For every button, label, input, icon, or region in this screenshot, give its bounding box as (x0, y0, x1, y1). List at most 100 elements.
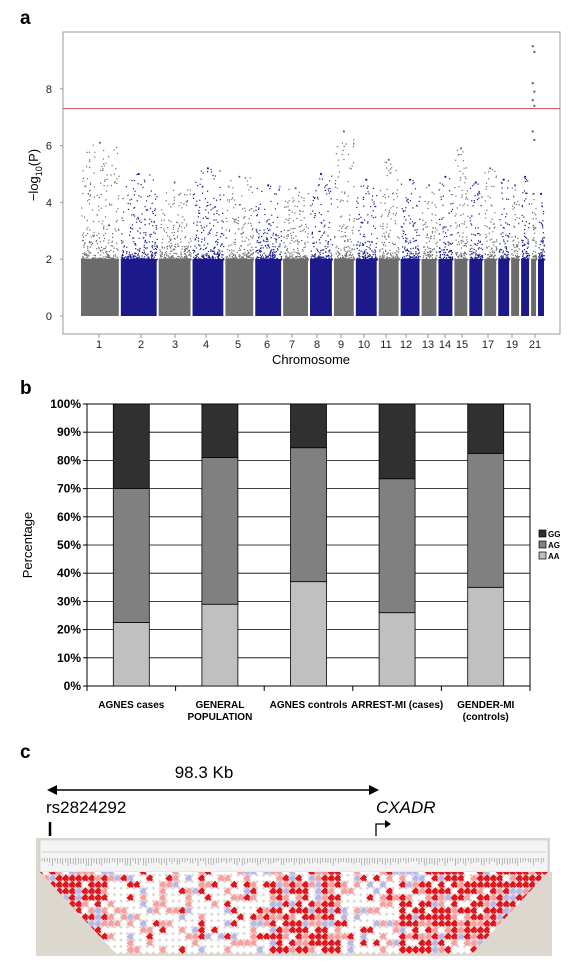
snp-point (367, 214, 369, 216)
chromosome-band (283, 259, 309, 316)
snp-point (109, 259, 111, 261)
snp-point (170, 239, 172, 242)
snp-point (221, 258, 223, 260)
snp-point (285, 200, 287, 202)
snp-point (219, 186, 221, 189)
snp-point (381, 248, 383, 250)
snp-point (82, 170, 84, 172)
snp-point (161, 255, 163, 257)
snp-point (257, 252, 259, 254)
snp-point (340, 249, 342, 251)
snp-point (464, 243, 466, 245)
snp-point (384, 255, 386, 257)
snp-point (286, 255, 288, 257)
snp-point (452, 256, 454, 258)
snp-point (232, 259, 234, 261)
snp-point (458, 241, 460, 243)
snp-point (360, 259, 362, 261)
snp-point (364, 256, 366, 259)
snp-point (318, 239, 320, 241)
snp-point (231, 256, 234, 258)
chromosome-7-points (283, 187, 309, 316)
snp-point (329, 187, 331, 190)
snp-point (513, 250, 516, 252)
snp-point (427, 251, 429, 254)
snp-point (302, 255, 304, 258)
snp-point (98, 247, 100, 249)
snp-point (480, 259, 483, 261)
snp-point (106, 190, 108, 192)
snp-point (364, 219, 366, 221)
snp-point (421, 212, 424, 214)
snp-point (111, 258, 113, 260)
snp-point (204, 248, 207, 250)
snp-point (148, 195, 151, 197)
snp-point (439, 182, 441, 184)
snp-point (244, 207, 246, 209)
snp-point (449, 178, 451, 180)
snp-point (442, 217, 444, 219)
snp-point (286, 249, 288, 251)
snp-point (201, 192, 204, 194)
snp-point (238, 249, 240, 252)
snp-point (196, 224, 198, 226)
snp-point (291, 211, 293, 213)
snp-point (166, 255, 168, 257)
snp-point (485, 188, 487, 190)
snp-point (438, 233, 440, 235)
chromosome-19-points (511, 184, 521, 316)
snp-point (136, 256, 138, 258)
snp-point (210, 171, 213, 173)
snp-point (336, 187, 338, 189)
snp-point (137, 258, 139, 260)
snp-point (501, 213, 503, 215)
snp-point (143, 251, 145, 253)
snp-point (89, 166, 91, 169)
snp-point (396, 207, 398, 209)
snp-point (382, 256, 384, 258)
snp-point (200, 258, 202, 260)
snp-point (396, 253, 398, 255)
snp-point (251, 254, 253, 256)
snp-point (242, 208, 244, 210)
snp-point (276, 259, 278, 261)
snp-point (250, 253, 252, 255)
snp-point (353, 259, 355, 261)
snp-point (404, 258, 406, 260)
snp-point (152, 179, 154, 181)
snp-point (439, 255, 441, 257)
snp-point (488, 255, 490, 257)
snp-point (470, 256, 472, 258)
snp-point (86, 219, 88, 222)
snp-point (401, 256, 404, 259)
snp-point (248, 239, 250, 241)
snp-point (270, 257, 272, 259)
snp-point (151, 257, 153, 259)
snp-point (213, 250, 215, 252)
snp-point (528, 257, 530, 259)
snp-point (289, 209, 291, 211)
snp-point (295, 235, 297, 237)
snp-point (461, 223, 463, 225)
snp-point (286, 247, 289, 249)
snp-point (275, 251, 277, 253)
snp-point (216, 256, 218, 258)
snp-point (137, 253, 140, 255)
snp-point (463, 253, 465, 255)
snp-point (212, 259, 214, 261)
snp-point (298, 259, 300, 261)
snp-point (292, 259, 294, 261)
snp-point (214, 257, 216, 259)
snp-point (374, 257, 376, 259)
snp-point (200, 259, 202, 261)
snp-point (82, 259, 84, 261)
snp-point (279, 186, 281, 188)
snp-point (82, 256, 84, 258)
snp-point (461, 196, 463, 198)
snp-point (406, 258, 408, 261)
snp-point (427, 246, 429, 248)
snp-point (394, 243, 396, 245)
snp-point (256, 187, 258, 190)
snp-point (122, 219, 124, 222)
snp-point (319, 258, 321, 260)
